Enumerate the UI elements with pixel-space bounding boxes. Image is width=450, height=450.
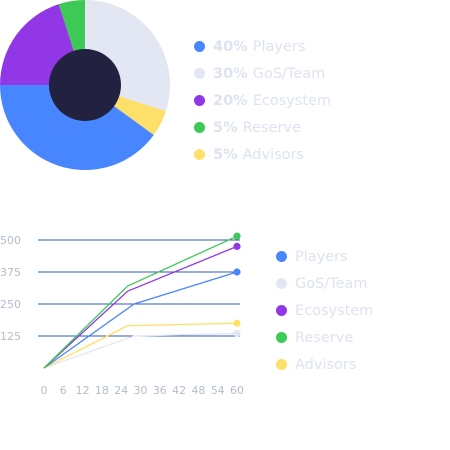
- legend-label: Ecosystem: [295, 302, 374, 319]
- legend-swatch: [194, 41, 205, 52]
- series-point-players: [233, 268, 241, 276]
- pie-legend-item-advisors: 5% Advisors: [194, 141, 331, 168]
- line-legend-item-ecosystem: Ecosystem: [276, 297, 373, 324]
- y-tick-label: 375: [0, 266, 21, 279]
- x-tick-label: 30: [134, 384, 148, 397]
- legend-label: Advisors: [242, 146, 305, 163]
- pie-legend-item-players: 40% Players: [194, 33, 331, 60]
- legend-label: Players: [252, 38, 306, 55]
- pie-slice-players: [0, 85, 154, 170]
- legend-percent: 5%: [213, 119, 238, 136]
- legend-percent: 20%: [213, 92, 248, 109]
- legend-swatch: [276, 251, 287, 262]
- series-point-ecosystem: [233, 242, 241, 250]
- x-tick-label: 48: [191, 384, 205, 397]
- legend-percent: 30%: [213, 65, 248, 82]
- series-line-reserve: [43, 235, 238, 369]
- series-line-gos-team: [43, 332, 238, 369]
- x-tick-label: 6: [60, 384, 67, 397]
- donut-chart: [0, 0, 170, 170]
- y-tick-label: 125: [0, 330, 21, 343]
- series-line-advisors: [43, 322, 238, 369]
- pie-legend: 40% Players 30% GoS/Team 20% Ecosystem 5% Reser…: [194, 33, 331, 168]
- series-point-gos-team: [233, 329, 241, 338]
- series-point-reserve: [233, 232, 241, 240]
- y-tick-label: 500: [0, 234, 21, 247]
- series-line-players: [43, 271, 238, 369]
- x-tick-label: 24: [114, 384, 128, 397]
- donut-center: [49, 49, 121, 121]
- legend-swatch: [276, 332, 287, 343]
- x-tick-label: 18: [95, 384, 109, 397]
- legend-swatch: [276, 305, 287, 316]
- x-tick-label: 12: [76, 384, 90, 397]
- legend-percent: 5%: [213, 146, 238, 163]
- legend-label: Ecosystem: [252, 92, 332, 109]
- x-tick-label: 54: [211, 384, 225, 397]
- pie-legend-item-gos-team: 30% GoS/Team: [194, 60, 331, 87]
- line-legend-item-advisors: Advisors: [276, 351, 373, 378]
- legend-swatch: [194, 95, 205, 106]
- legend-label: Reserve: [295, 329, 354, 346]
- series-point-advisors: [233, 319, 241, 327]
- legend-swatch: [276, 359, 287, 370]
- x-tick-label: 0: [41, 384, 48, 397]
- x-tick-label: 42: [172, 384, 186, 397]
- legend-percent: 40%: [213, 38, 248, 55]
- line-legend-item-players: Players: [276, 243, 373, 270]
- line-chart: 125 250 375 500 0 6 12 18 24 30 36 42 48 54 60: [0, 232, 244, 397]
- pie-legend-item-reserve: 5% Reserve: [194, 114, 331, 141]
- legend-swatch: [194, 122, 205, 133]
- pie-legend-item-ecosystem: 20% Ecosystem: [194, 87, 331, 114]
- line-legend-item-gos-team: GoS/Team: [276, 270, 373, 297]
- series-line-ecosystem: [43, 245, 238, 369]
- legend-swatch: [194, 68, 205, 79]
- line-legend: Players GoS/Team Ecosystem Reserve Advisors: [276, 243, 373, 378]
- legend-label: Advisors: [295, 356, 357, 373]
- legend-swatch: [194, 149, 205, 160]
- legend-label: Players: [295, 248, 348, 265]
- legend-label: GoS/Team: [295, 275, 368, 292]
- x-tick-label: 60: [230, 384, 244, 397]
- legend-label: GoS/Team: [252, 65, 326, 82]
- legend-label: Reserve: [242, 119, 301, 136]
- legend-swatch: [276, 278, 287, 289]
- x-tick-label: 36: [153, 384, 167, 397]
- y-tick-label: 250: [0, 298, 21, 311]
- line-legend-item-reserve: Reserve: [276, 324, 373, 351]
